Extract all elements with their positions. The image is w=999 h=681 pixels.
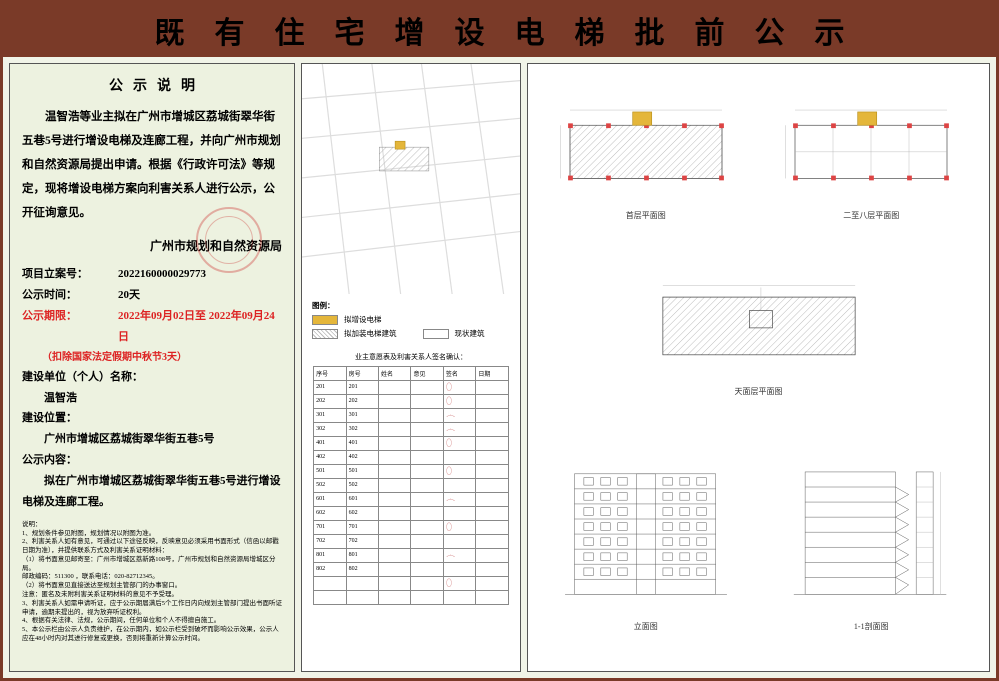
th: 房号 (346, 366, 378, 380)
table-row: 401401⬯ (314, 436, 509, 450)
table-row: 302302෴ (314, 422, 509, 436)
page-title: 既有住宅增设电梯批前公示 (155, 8, 875, 52)
th: 姓名 (379, 366, 411, 380)
table-row: ⬯ (314, 576, 509, 590)
floor-plan-upper: 二至八层平面图 (762, 72, 982, 242)
th: 签名 (443, 366, 475, 380)
builder-label: 建设单位（个人）名称： (22, 367, 282, 388)
legend-swatch (312, 329, 338, 339)
caption-roof: 天面层平面图 (735, 386, 783, 397)
map-legend: 图例： 拟增设电梯 拟加装电梯建筑 现状建筑 (302, 294, 520, 346)
section-drawing: 1-1剖面图 (762, 425, 982, 663)
floor-plan-1f: 首层平面图 (536, 72, 756, 242)
table-row: 802802 (314, 562, 509, 576)
caption-plan2: 二至八层平面图 (843, 210, 899, 221)
middle-panel: 图例： 拟增设电梯 拟加装电梯建筑 现状建筑 业主意愿表及利害关系人签名确认： … (301, 63, 521, 672)
th: 意见 (411, 366, 443, 380)
legend-item: 拟增设电梯 (312, 314, 510, 326)
caption-elev: 立面图 (634, 621, 658, 632)
table-row (314, 590, 509, 604)
duration: 20天 (118, 285, 140, 306)
notice-heading: 公示说明 (22, 74, 282, 101)
official-seal (196, 207, 262, 273)
content-label: 公示内容： (22, 450, 282, 471)
legend-swatch (423, 329, 449, 339)
notice-body: 温智浩等业主拟在广州市增城区荔城街翠华街五巷5号进行增设电梯及连廊工程，并向广州… (22, 105, 282, 226)
location-label: 建设位置： (22, 408, 282, 429)
table-row: 501501⬯ (314, 464, 509, 478)
duration-label: 公示时间： (22, 285, 118, 306)
site-map (302, 64, 520, 294)
table-row: 601601෴ (314, 492, 509, 506)
project-no-label: 项目立案号： (22, 264, 118, 285)
table-row: 301301෴ (314, 408, 509, 422)
legend-label: 拟增设电梯 (344, 314, 382, 326)
table-row: 702702 (314, 534, 509, 548)
drawings-panel: 首层平面图 二至八层平面图 (527, 63, 990, 672)
table-row: 701701⬯ (314, 520, 509, 534)
signature-table: 序号 房号 姓名 意见 签名 日期 201201⬯ 202202⬯ 301301… (313, 366, 509, 605)
table-row: 402402 (314, 450, 509, 464)
document-frame: 既有住宅增设电梯批前公示 公示说明 温智浩等业主拟在广州市增城区荔城街翠华街五巷… (0, 0, 999, 681)
roof-plan: 天面层平面图 (536, 248, 981, 418)
builder: 温智浩 (22, 388, 282, 409)
period-label: 公示期限： (22, 306, 118, 348)
legend-item: 拟加装电梯建筑 现状建筑 (312, 328, 510, 340)
caption-section: 1-1剖面图 (854, 621, 889, 632)
location: 广州市增城区荔城街翠华街五巷5号 (22, 429, 282, 450)
table-row: 801801෴ (314, 548, 509, 562)
table-row: 序号 房号 姓名 意见 签名 日期 (314, 366, 509, 380)
table-row: 602602 (314, 506, 509, 520)
legend-swatch (312, 315, 338, 325)
table-row: 202202⬯ (314, 394, 509, 408)
content-value: 拟在广州市增城区荔城街翠华街五巷5号进行增设电梯及连廊工程。 (22, 471, 282, 513)
notice-panel: 公示说明 温智浩等业主拟在广州市增城区荔城街翠华街五巷5号进行增设电梯及连廊工程… (9, 63, 295, 672)
signature-table-block: 业主意愿表及利害关系人签名确认： 序号 房号 姓名 意见 签名 日期 20120… (302, 346, 520, 671)
project-no: 2022160000029773 (118, 264, 206, 285)
authority-line: 广州市规划和自然资源局 (22, 235, 282, 258)
legend-label: 现状建筑 (455, 328, 485, 340)
period-note: （扣除国家法定假期中秋节3天） (22, 348, 282, 367)
fineprint: 说明： 1、规划条件参见附图，规划情况以附图为准。 2、利害关系人如有意见，可通… (22, 521, 282, 644)
th: 序号 (314, 366, 346, 380)
elevation-drawing: 立面图 (536, 425, 756, 663)
title-bar: 既有住宅增设电梯批前公示 (3, 3, 996, 57)
caption-plan1: 首层平面图 (626, 210, 666, 221)
content-area: 公示说明 温智浩等业主拟在广州市增城区荔城街翠华街五巷5号进行增设电梯及连廊工程… (3, 57, 996, 678)
table-row: 201201⬯ (314, 380, 509, 394)
legend-title: 图例： (312, 300, 510, 312)
th: 日期 (476, 366, 509, 380)
legend-label: 拟加装电梯建筑 (344, 328, 397, 340)
project-fields: 项目立案号：2022160000029773 公示时间：20天 公示期限：202… (22, 264, 282, 513)
period: 2022年09月02日至 2022年09月24日 (118, 306, 282, 348)
sig-table-title: 业主意愿表及利害关系人签名确认： (308, 352, 514, 362)
table-row: 502502 (314, 478, 509, 492)
